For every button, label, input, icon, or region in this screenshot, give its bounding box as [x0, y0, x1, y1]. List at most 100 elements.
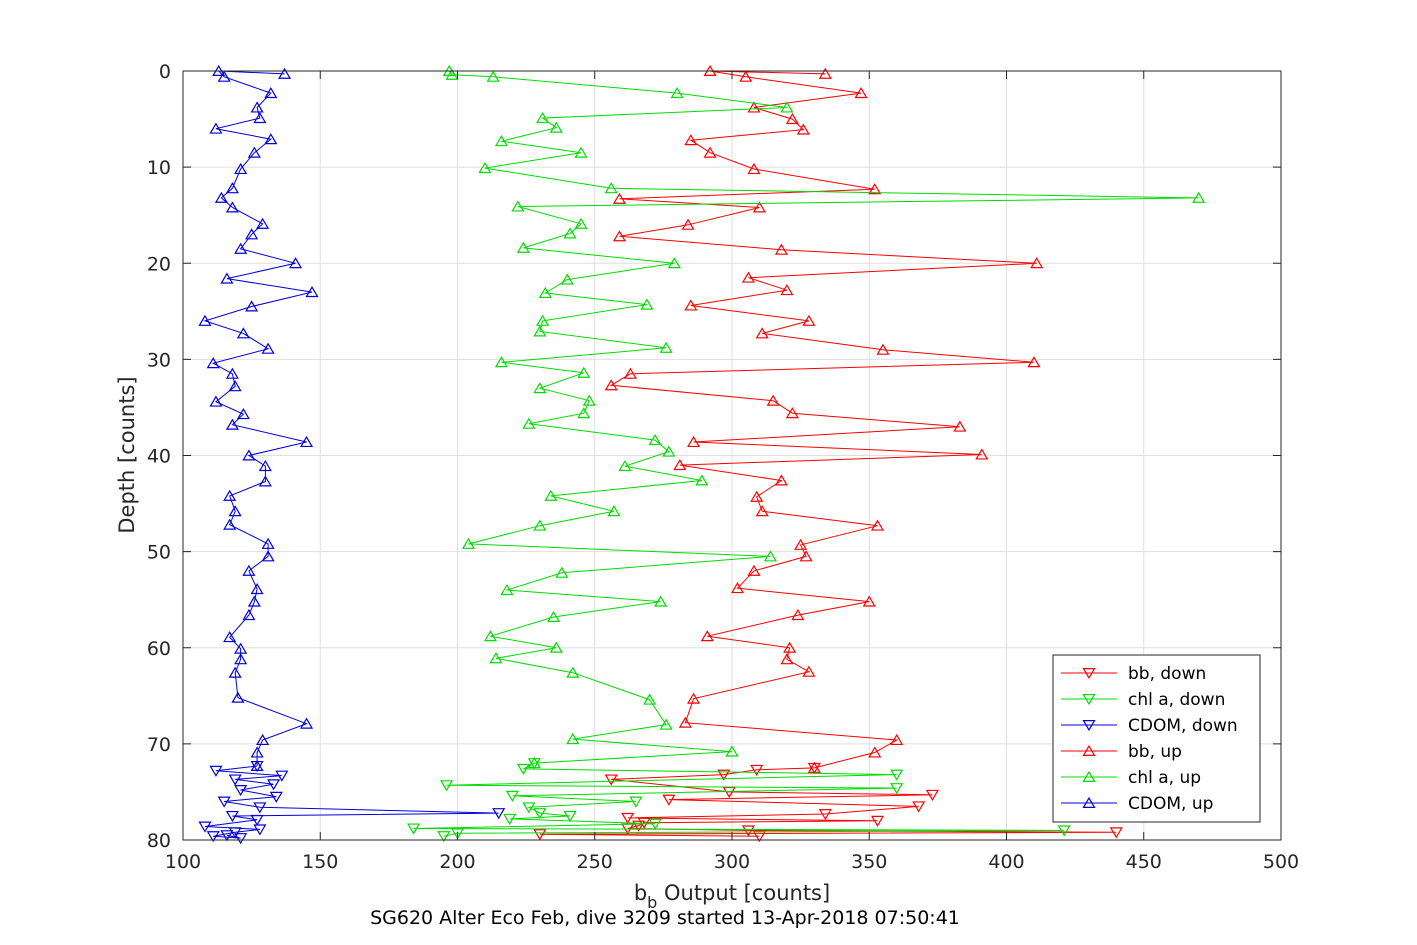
data-point-cdom-up: [234, 242, 248, 254]
data-point-bb-up: [755, 327, 769, 339]
legend-label-bb-up: bb, up: [1128, 742, 1182, 762]
data-point-cdom-up: [261, 342, 275, 354]
data-point-cdom-up: [256, 217, 270, 229]
data-point-chl-a-up: [489, 652, 503, 664]
data-point-chl-a-up: [494, 135, 508, 147]
data-point-bb-up: [862, 595, 876, 607]
series-line-bb-down: [539, 767, 1117, 837]
data-point-bb-down: [870, 815, 885, 827]
x-tick-label: 100: [165, 851, 201, 873]
y-tick-label: 70: [147, 734, 171, 756]
data-point-bb-down: [925, 789, 939, 801]
data-point-cdom-up: [234, 642, 248, 654]
data-point-bb-up: [681, 218, 695, 230]
data-point-bb-up: [750, 490, 764, 502]
data-point-cdom-up: [250, 582, 264, 595]
data-point-cdom-down: [234, 833, 248, 845]
data-point-cdom-down: [228, 827, 242, 839]
data-point-cdom-up: [236, 408, 250, 420]
data-point-bb-up: [780, 284, 794, 296]
data-point-bb-up: [678, 716, 692, 728]
data-point-cdom-up: [225, 367, 239, 379]
data-point-cdom-up: [223, 489, 237, 501]
data-point-chl-a-up: [536, 111, 550, 124]
data-point-cdom-up: [214, 191, 228, 203]
data-point-bb-down: [717, 769, 731, 781]
data-point-bb-up: [623, 367, 637, 379]
x-tick-label: 200: [439, 851, 475, 873]
x-tick-label: 400: [988, 851, 1024, 873]
x-axis-label: bb Output [counts]: [634, 881, 830, 912]
data-point-chl-a-up: [662, 445, 676, 457]
data-point-chl-a-down: [439, 780, 454, 792]
data-point-chl-a-up: [527, 756, 541, 769]
data-point-chl-a-down: [563, 810, 577, 823]
legend-marker-cdom-up: [1082, 796, 1096, 809]
data-point-bb-up: [755, 505, 769, 517]
data-point-cdom-up: [264, 133, 278, 145]
data-point-cdom-down: [220, 830, 234, 842]
data-point-bb-up: [747, 101, 761, 113]
data-point-cdom-up: [250, 759, 264, 771]
data-point-cdom-down: [250, 814, 264, 826]
data-point-chl-a-up: [659, 341, 673, 353]
data-point-bb-up: [687, 435, 701, 448]
data-point-bb-up: [684, 299, 698, 311]
data-point-bb-up: [783, 641, 797, 653]
data-point-cdom-up: [206, 357, 220, 369]
data-point-chl-a-up: [483, 630, 497, 642]
data-point-chl-a-down: [516, 763, 530, 776]
data-point-chl-a-up: [560, 273, 574, 285]
data-point-bb-down: [722, 786, 736, 799]
data-point-chl-a-up: [533, 325, 547, 337]
data-point-bb-up: [1030, 257, 1044, 269]
series-cdom-up: [198, 64, 319, 771]
data-point-cdom-up: [256, 733, 270, 746]
data-point-cdom-up: [228, 380, 242, 392]
data-point-chl-a-up: [563, 227, 577, 239]
data-point-chl-a-up: [511, 200, 525, 212]
data-point-chl-a-up: [648, 433, 662, 446]
data-point-cdom-up: [264, 86, 278, 99]
data-point-bb-up: [700, 630, 714, 642]
data-point-chl-a-down: [407, 823, 421, 835]
data-point-cdom-down: [234, 785, 248, 797]
data-point-bb-up: [604, 379, 618, 391]
data-point-cdom-up: [209, 122, 223, 134]
data-point-bb-up: [612, 192, 627, 204]
data-point-bb-down: [533, 829, 547, 841]
data-point-bb-up: [975, 448, 989, 460]
data-point-bb-down: [662, 794, 676, 806]
data-point-chl-a-up: [544, 489, 558, 501]
data-point-cdom-up: [198, 314, 212, 326]
data-point-cdom-up: [220, 272, 234, 284]
data-point-bb-up: [774, 243, 788, 255]
data-point-bb-up: [752, 201, 766, 213]
legend-label-bb-down: bb, down: [1128, 664, 1206, 684]
data-point-cdom-up: [299, 435, 314, 448]
data-point-cdom-up: [247, 595, 261, 607]
data-point-cdom-up: [305, 285, 319, 298]
legend-label-chl-a-up: chl a, up: [1128, 768, 1201, 788]
data-point-chl-a-up: [445, 68, 459, 80]
data-point-cdom-up: [234, 653, 248, 665]
data-point-chl-a-up: [538, 286, 552, 299]
data-point-chl-a-up: [533, 519, 547, 531]
data-point-chl-a-up: [549, 121, 563, 133]
data-point-bb-down: [604, 774, 618, 786]
data-point-bb-up: [791, 608, 805, 621]
data-point-chl-a-up: [577, 407, 591, 419]
data-point-bb-up: [747, 564, 761, 576]
x-axis-label-main: b: [634, 881, 647, 905]
series-bb-up: [604, 64, 1044, 773]
data-point-cdom-down: [492, 808, 506, 820]
data-point-cdom-down: [253, 824, 267, 836]
data-point-bb-up: [774, 474, 788, 486]
data-point-cdom-down: [209, 765, 223, 777]
data-point-cdom-up: [225, 182, 239, 194]
data-point-bb-up: [799, 550, 813, 562]
data-point-bb-up: [870, 519, 885, 531]
data-point-bb-down: [621, 812, 635, 825]
legend-label-cdom-up: CDOM, up: [1128, 794, 1213, 814]
data-point-bb-up: [687, 692, 701, 704]
